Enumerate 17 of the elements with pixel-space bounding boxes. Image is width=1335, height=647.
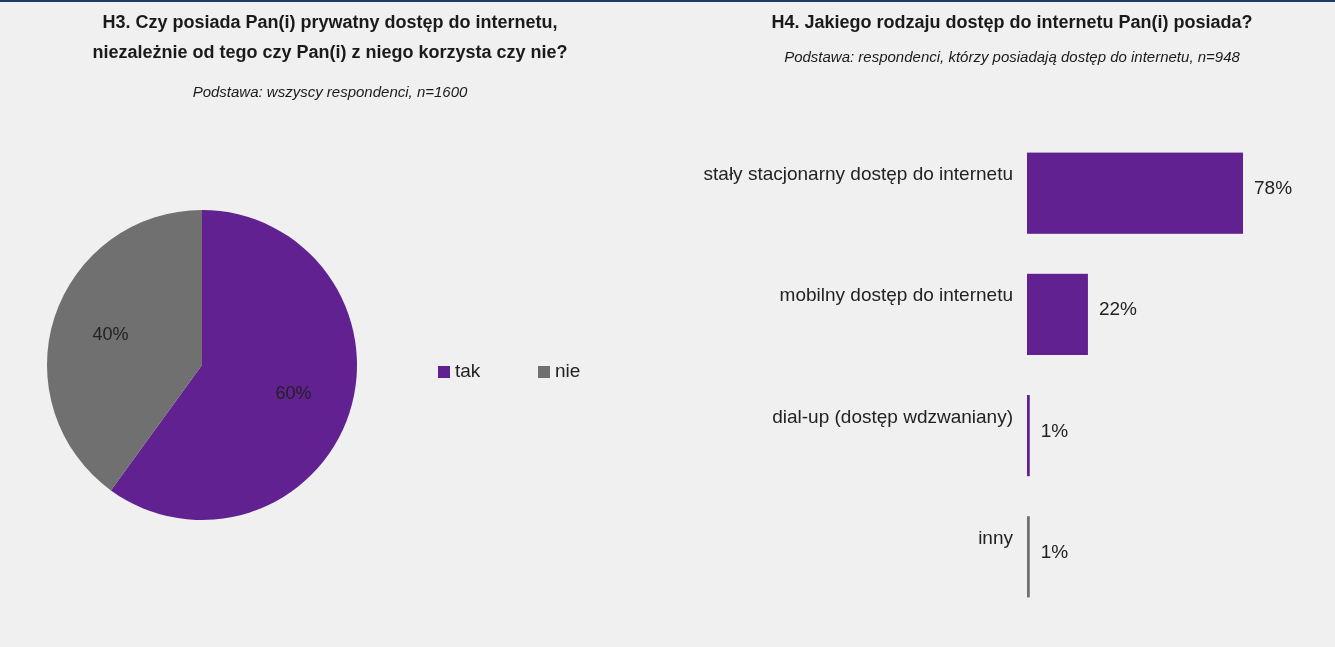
data-label: 40% [92, 324, 129, 345]
pie-slice [47, 210, 202, 491]
y-tick-label: inny [978, 526, 1014, 548]
data-label: 1% [1040, 419, 1069, 441]
chart-title: H4. Jakiego rodzaju dostęp do internetu Pan(i) posiada? [771, 12, 1253, 32]
y-tick-label: dial-up (dostęp wdzwaniany) [772, 405, 1013, 427]
chart-title: H3. Czy posiada Pan(i) prywatny dostęp do internetu, niezależnie od tego czy Pan(i) z niego korzysta czy nie? [92, 12, 568, 62]
y-tick-label: mobilny dostęp do internetu [779, 284, 1013, 306]
data-label: 60% [275, 383, 312, 404]
y-tick-label: stały stacjonarny dostęp do internetu [703, 163, 1013, 185]
data-label: 78% [1254, 177, 1293, 199]
legend-label: tak [455, 360, 481, 382]
chart-subtitle: Podstawa: respondenci, którzy posiadają dostęp do internetu, n=948 [784, 48, 1241, 65]
legend-label: nie [555, 360, 581, 382]
data-label: 22% [1098, 298, 1138, 320]
data-label: 1% [1040, 540, 1069, 562]
chart-subtitle: Podstawa: wszyscy respondenci, n=1600 [192, 83, 469, 100]
